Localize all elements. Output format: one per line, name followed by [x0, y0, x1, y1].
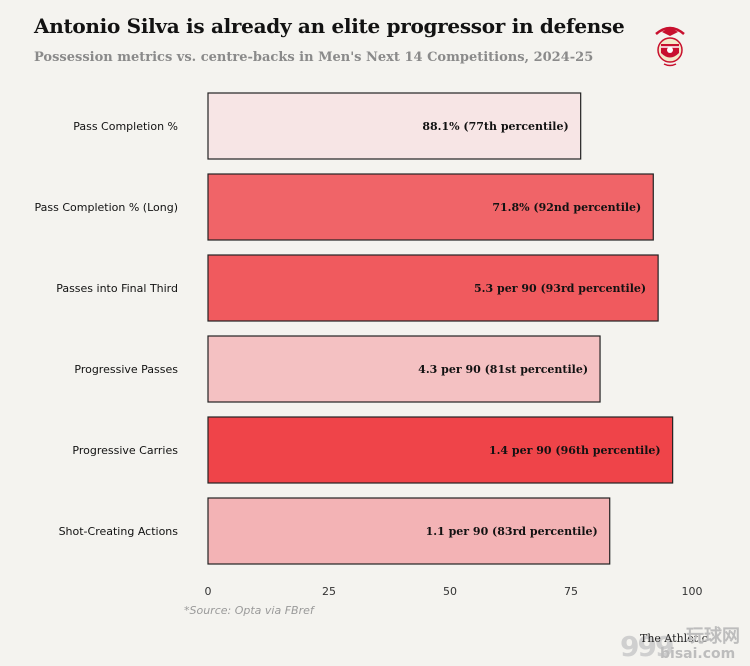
category-label: Pass Completion % (Long) [35, 201, 179, 214]
bar [207, 173, 654, 241]
bar-value-label: 1.1 per 90 (83rd percentile) [426, 525, 598, 538]
bar-value-label: 4.3 per 90 (81st percentile) [418, 363, 588, 376]
source-note: *Source: Opta via FBref [184, 604, 314, 617]
x-tick-label: 100 [682, 585, 703, 598]
watermark-site: bisai.com [660, 646, 736, 662]
chart-subtitle: Possession metrics vs. centre-backs in M… [34, 50, 594, 65]
category-label: Pass Completion % [73, 120, 178, 133]
category-label: Progressive Passes [74, 363, 178, 376]
watermark-number: 999 [620, 630, 674, 663]
bar-value-label: 1.4 per 90 (96th percentile) [489, 444, 661, 457]
watermark-chinese: 玩球网 [686, 626, 740, 647]
bar-value-label: 88.1% (77th percentile) [422, 120, 568, 133]
bar [207, 92, 582, 160]
bar [207, 497, 611, 565]
category-label: Shot-Creating Actions [59, 525, 179, 538]
bar [207, 335, 601, 403]
the-athletic-logo: The Athletic [640, 632, 708, 645]
category-label: Passes into Final Third [56, 282, 178, 295]
x-tick-label: 25 [322, 585, 336, 598]
chart-title: Antonio Silva is already an elite progre… [34, 14, 625, 38]
bar-value-label: 5.3 per 90 (93rd percentile) [474, 282, 646, 295]
x-tick-label: 75 [564, 585, 578, 598]
bar-value-label: 71.8% (92nd percentile) [492, 201, 641, 214]
x-tick-label: 50 [443, 585, 457, 598]
x-tick-label: 0 [205, 585, 212, 598]
benfica-crest-logo [655, 26, 685, 67]
bar [207, 416, 674, 484]
category-label: Progressive Carries [72, 444, 178, 457]
bar [207, 254, 659, 322]
